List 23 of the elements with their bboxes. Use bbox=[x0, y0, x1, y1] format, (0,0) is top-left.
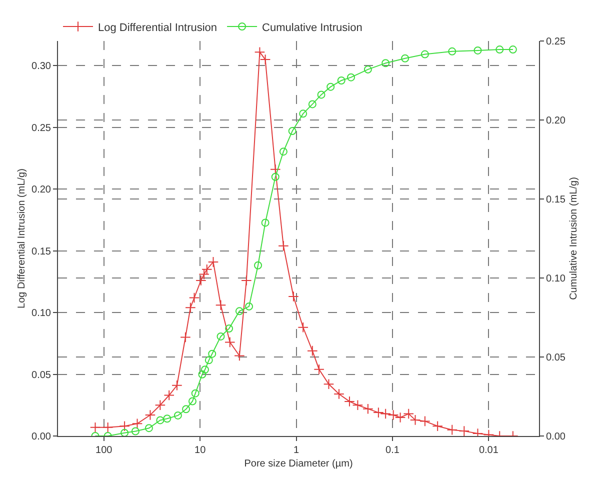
y-tick-label: 0.15 bbox=[32, 246, 52, 258]
y-tick-label: 0.10 bbox=[32, 308, 52, 320]
y2-tick-label: 0.25 bbox=[546, 36, 566, 48]
x-axis-title: Pore size Diameter (µm) bbox=[244, 458, 353, 470]
y2-tick-label: 0.15 bbox=[546, 194, 566, 206]
x-tick-label: 0.1 bbox=[386, 445, 400, 456]
y2-axis-title: Cumulative Intrusion (mL/g) bbox=[568, 177, 580, 300]
x-tick-label: 100 bbox=[96, 445, 113, 456]
y2-tick-label: 0.00 bbox=[546, 432, 566, 442]
y2-tick-label: 0.05 bbox=[546, 352, 566, 364]
x-tick-label: 0.01 bbox=[478, 445, 499, 456]
y-tick-label: 0.05 bbox=[32, 370, 52, 381]
x-tick-label: 1 bbox=[294, 445, 300, 456]
legend-label: Log Differential Intrusion bbox=[98, 22, 218, 34]
y2-tick-label: 0.20 bbox=[546, 116, 566, 126]
y-tick-label: 0.00 bbox=[32, 432, 52, 442]
y2-tick-label: 0.10 bbox=[546, 274, 566, 284]
y-tick-label: 0.30 bbox=[32, 61, 52, 72]
legend-label: Cumulative Intrusion bbox=[262, 22, 362, 34]
y-axis-title: Log Differential Intrusion (mL/g) bbox=[16, 168, 28, 308]
x-tick-label: 10 bbox=[194, 445, 206, 456]
y-tick-label: 0.25 bbox=[32, 122, 52, 134]
y-tick-label: 0.20 bbox=[32, 184, 52, 196]
